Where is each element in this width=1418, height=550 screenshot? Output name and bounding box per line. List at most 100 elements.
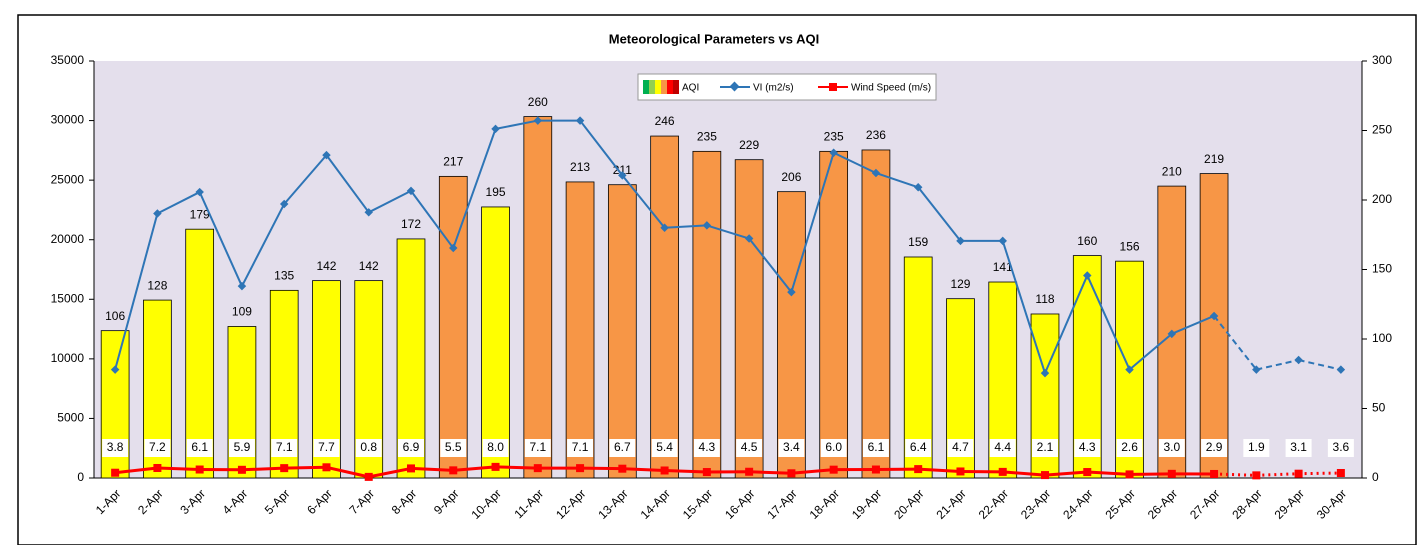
- data-label: 6.1: [868, 440, 885, 454]
- marker: [1295, 470, 1303, 478]
- y-tick-label: 0: [77, 470, 84, 484]
- bar-label: 213: [570, 160, 590, 174]
- data-label: 7.2: [149, 440, 166, 454]
- bar-label: 142: [359, 259, 379, 273]
- y-tick-label: 30000: [51, 113, 85, 127]
- data-label: 6.4: [910, 440, 927, 454]
- bar-label: 156: [1120, 239, 1140, 253]
- marker: [1210, 470, 1218, 478]
- data-label: 4.4: [994, 440, 1011, 454]
- bar-label: 159: [908, 235, 928, 249]
- line-segment: [622, 469, 664, 471]
- marker: [576, 464, 584, 472]
- marker: [196, 466, 204, 474]
- y2-tick-label: 100: [1372, 331, 1392, 345]
- y-tick-label: 10000: [51, 351, 85, 365]
- y-tick-label: 5000: [57, 411, 84, 425]
- data-label: 5.9: [234, 440, 251, 454]
- bar-label: 235: [824, 130, 844, 144]
- marker: [618, 465, 626, 473]
- bar-label: 235: [697, 130, 717, 144]
- marker: [745, 468, 753, 476]
- marker: [238, 466, 246, 474]
- bar-label: 206: [781, 170, 801, 184]
- marker: [830, 466, 838, 474]
- legend-label: VI (m2/s): [753, 83, 794, 94]
- marker: [956, 467, 964, 475]
- line-segment: [242, 468, 284, 470]
- data-label: 7.1: [572, 440, 589, 454]
- y-tick-label: 25000: [51, 172, 85, 186]
- bar-label: 246: [655, 114, 675, 128]
- bar-label: 109: [232, 305, 252, 319]
- data-label: 3.0: [1163, 440, 1180, 454]
- data-label: 7.7: [318, 440, 335, 454]
- legend-swatch: [673, 80, 679, 94]
- data-label: 8.0: [487, 440, 504, 454]
- data-label: 7.1: [276, 440, 293, 454]
- legend-marker: [829, 83, 837, 91]
- line-segment: [665, 470, 707, 472]
- bar-label: 210: [1162, 164, 1182, 178]
- marker: [661, 466, 669, 474]
- marker: [1083, 468, 1091, 476]
- y-tick-label: 35000: [51, 53, 85, 67]
- data-label: 4.7: [952, 440, 969, 454]
- legend-swatch: [643, 80, 649, 94]
- bar: [820, 151, 848, 478]
- legend-swatch: [649, 80, 655, 94]
- bar: [735, 160, 763, 478]
- marker: [449, 466, 457, 474]
- bar-label: 135: [274, 269, 294, 283]
- data-label: 3.1: [1290, 440, 1307, 454]
- data-label: 3.6: [1333, 440, 1350, 454]
- legend-swatch: [655, 80, 661, 94]
- line-segment: [1130, 474, 1172, 475]
- bar-label: 142: [316, 259, 336, 273]
- chart-title: Meteorological Parameters vs AQI: [609, 31, 820, 46]
- data-label: 7.1: [529, 440, 546, 454]
- bar-label: 172: [401, 217, 421, 231]
- bar-label: 236: [866, 128, 886, 142]
- line-segment: [284, 467, 326, 468]
- data-label: 2.9: [1206, 440, 1223, 454]
- data-label: 6.7: [614, 440, 631, 454]
- marker: [1168, 470, 1176, 478]
- legend-swatch: [661, 80, 667, 94]
- bar-label: 260: [528, 95, 548, 109]
- marker: [787, 469, 795, 477]
- data-label: 4.3: [699, 440, 716, 454]
- bar-label: 195: [486, 185, 506, 199]
- bar: [777, 192, 805, 478]
- data-label: 5.5: [445, 440, 462, 454]
- bar-label: 118: [1035, 292, 1054, 306]
- y-tick-label: 15000: [51, 291, 85, 305]
- marker: [322, 463, 330, 471]
- marker: [1252, 471, 1260, 479]
- data-label: 3.8: [107, 440, 124, 454]
- data-label: 4.3: [1079, 440, 1096, 454]
- marker: [872, 466, 880, 474]
- y2-tick-label: 200: [1372, 192, 1392, 206]
- marker: [914, 465, 922, 473]
- legend-label: Wind Speed (m/s): [851, 83, 931, 94]
- bar-label: 160: [1077, 234, 1097, 248]
- bar-label: 128: [147, 278, 167, 292]
- y2-tick-label: 50: [1372, 401, 1386, 415]
- marker: [407, 464, 415, 472]
- data-label: 2.6: [1121, 440, 1138, 454]
- bar: [1200, 174, 1228, 478]
- marker: [492, 463, 500, 471]
- data-label: 3.4: [783, 440, 800, 454]
- data-label: 5.4: [656, 440, 673, 454]
- line-segment: [157, 468, 199, 470]
- legend-label: AQI: [682, 83, 699, 94]
- bar: [693, 151, 721, 478]
- line-segment: [496, 467, 538, 468]
- line-segment: [749, 472, 791, 474]
- bar-label: 219: [1204, 152, 1224, 166]
- marker: [111, 469, 119, 477]
- legend: AQI VI (m2/s) Wind Speed (m/s): [638, 74, 936, 100]
- bar: [862, 150, 890, 478]
- data-label: 4.5: [741, 440, 758, 454]
